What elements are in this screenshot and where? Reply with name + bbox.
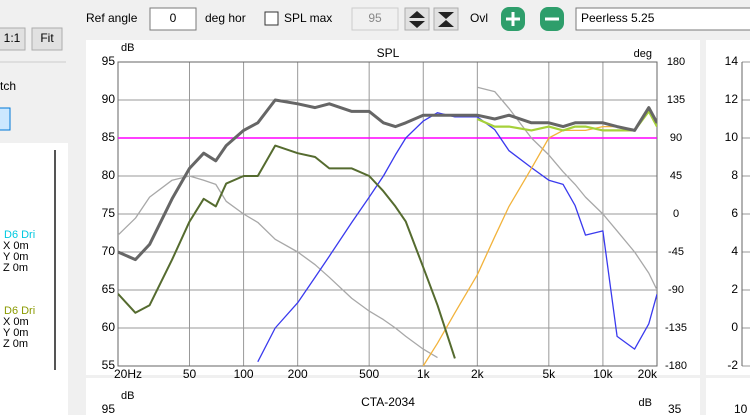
spin-button[interactable] <box>404 7 430 31</box>
ref-angle-value: 0 <box>170 11 177 25</box>
series-line <box>257 112 657 363</box>
x-tick-label: 20Hz <box>114 367 142 381</box>
y2-tick-label: 180 <box>667 56 685 68</box>
driver-list <box>0 143 68 415</box>
side-y-tick-label: 6 <box>731 206 738 220</box>
bottom-chart-title: CTA-2034 <box>361 395 415 409</box>
x-tick-label: 10k <box>593 367 613 381</box>
add-button[interactable] <box>501 7 525 31</box>
y2-tick-label: -180 <box>665 360 687 372</box>
y2-tick-label: 0 <box>673 208 679 220</box>
side-y-tick-label: 0 <box>731 320 738 334</box>
bottom-chart-panel <box>86 378 700 415</box>
side-chart-panel <box>706 40 750 375</box>
zoom-button[interactable] <box>0 27 26 51</box>
x-tick-label: 1k <box>417 367 431 381</box>
side-y-tick-label: 2 <box>731 282 738 296</box>
driver-x: X 0m <box>3 316 29 328</box>
y-tick-label: 85 <box>102 130 116 144</box>
ref-angle-label: Ref angle <box>86 11 138 25</box>
y-tick-label: 80 <box>102 168 116 182</box>
driver-x: X 0m <box>3 240 29 252</box>
x-tick-label: 50 <box>183 367 197 381</box>
match-button[interactable] <box>0 107 11 131</box>
x-tick-label: 100 <box>234 367 254 381</box>
series-line <box>118 98 657 262</box>
bottom-y2-tick: 35 <box>668 402 682 415</box>
remove-button[interactable] <box>540 7 564 31</box>
chart-panel <box>86 40 700 375</box>
y-tick-label: 55 <box>102 358 116 372</box>
side-y-tick-label: 12 <box>725 92 739 106</box>
y-tick-label: 75 <box>102 206 116 220</box>
x-tick-label: 2k <box>471 367 485 381</box>
ref-angle-input[interactable] <box>149 7 197 31</box>
fit-button[interactable] <box>31 27 63 51</box>
ovl-label: Ovl <box>470 11 488 25</box>
side-y-tick-label: 10 <box>725 130 739 144</box>
y-tick-label: 90 <box>102 92 116 106</box>
driver-input[interactable] <box>575 7 750 31</box>
driver-z: Z 0m <box>3 338 28 350</box>
driver-z: Z 0m <box>3 262 28 274</box>
spl-max-input[interactable] <box>351 7 399 31</box>
sort-button[interactable] <box>433 7 459 31</box>
spl-max-value: 95 <box>368 11 382 25</box>
x-tick-label: 5k <box>542 367 556 381</box>
x-tick-label: 200 <box>288 367 308 381</box>
match-label: tch <box>0 79 16 93</box>
plot: 20Hz 50 100 200 500 1k 2k 5k 10k 20k9590858075706… <box>102 54 750 381</box>
side-y-tick-label: 8 <box>731 168 738 182</box>
bottom-y-unit: dB <box>121 390 134 402</box>
driver-y: Y 0m <box>3 327 28 339</box>
fit-label: Fit <box>40 31 54 45</box>
side-y-tick-label: -2 <box>727 358 738 372</box>
bottom-y2-unit: dB <box>639 397 652 409</box>
driver-name: D6 Dri <box>4 229 35 241</box>
driver-y: Y 0m <box>3 251 28 263</box>
y2-tick-label: 135 <box>667 94 685 106</box>
bottom-y-tick: 95 <box>102 402 116 415</box>
y-tick-label: 65 <box>102 282 116 296</box>
side-bottom-panel <box>706 378 750 415</box>
y2-tick-label: -135 <box>665 322 687 334</box>
driver-name: D6 Dri <box>4 305 35 317</box>
spl-max-checkbox[interactable] <box>264 11 279 26</box>
series-line <box>118 86 657 359</box>
plot-frame <box>117 61 658 367</box>
x-tick-label: 500 <box>359 367 379 381</box>
y-unit: dB <box>121 42 134 54</box>
y2-tick-label: 90 <box>670 132 682 144</box>
chart-title: SPL <box>377 46 400 60</box>
side-bottom-tick: 10 <box>734 402 748 415</box>
side-y-tick-label: 14 <box>725 54 739 68</box>
spl-max-label: SPL max <box>284 11 332 25</box>
y2-tick-label: -90 <box>668 284 684 296</box>
y2-tick-label: 45 <box>670 170 682 182</box>
side-y-tick-label: 4 <box>731 244 738 258</box>
series-line <box>118 144 456 359</box>
driver-name: Peerless 5.25 <box>581 11 655 25</box>
zoom-label: 1:1 <box>4 31 21 45</box>
deg-hor-label: deg hor <box>205 11 246 25</box>
y-tick-label: 70 <box>102 244 116 258</box>
x-tick-label: 20k <box>638 367 658 381</box>
y-tick-label: 95 <box>102 54 116 68</box>
y-tick-label: 60 <box>102 320 116 334</box>
y2-unit: deg <box>634 48 652 60</box>
y2-tick-label: -45 <box>668 246 684 258</box>
